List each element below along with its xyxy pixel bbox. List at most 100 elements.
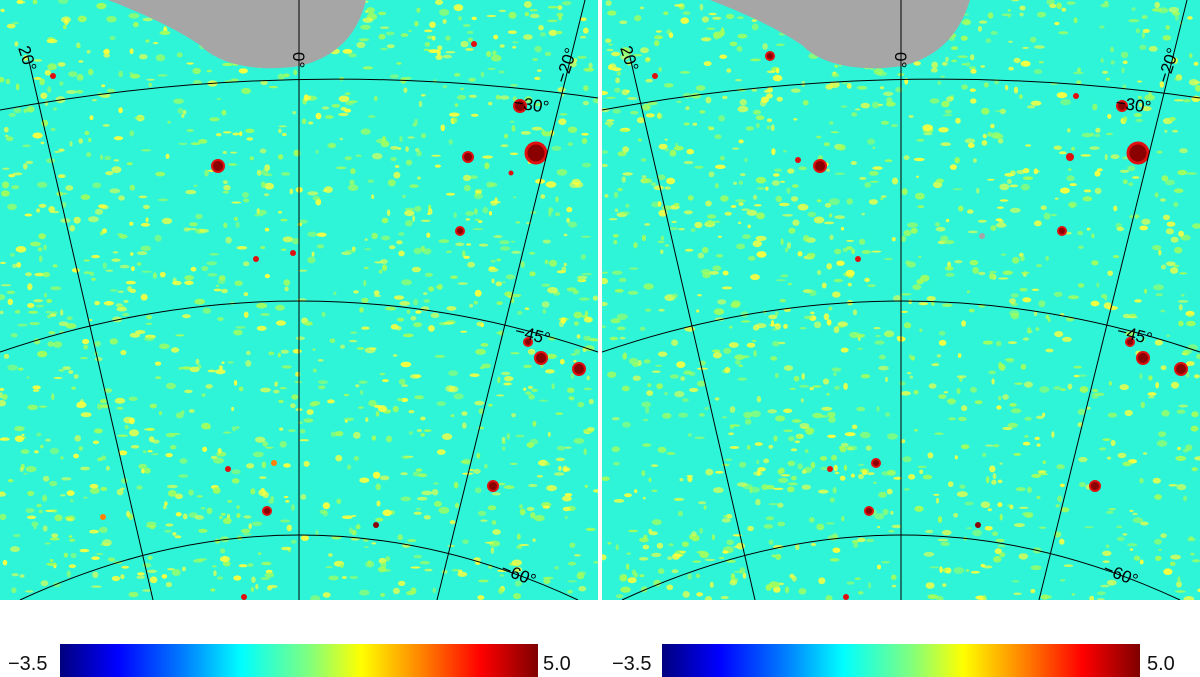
noise-speck [905,260,911,265]
noise-speck [311,401,321,406]
noise-speck [300,535,309,541]
noise-speck [515,221,521,224]
noise-speck [381,235,391,241]
noise-speck [275,304,285,311]
noise-speck [750,410,761,418]
noise-speck [371,194,375,199]
noise-speck [717,235,722,238]
noise-speck [1078,456,1088,463]
noise-speck [787,460,796,467]
noise-speck [960,35,968,41]
noise-speck [6,23,16,29]
noise-speck [678,412,689,418]
noise-speck [879,354,886,360]
noise-speck [578,585,587,592]
noise-speck [529,13,540,19]
noise-speck [899,381,906,386]
noise-speck [687,433,692,437]
noise-speck [136,262,142,266]
noise-speck [473,468,481,474]
noise-speck [854,577,861,580]
noise-speck [348,527,354,534]
noise-speck [280,349,289,354]
noise-speck [571,353,577,356]
noise-speck [363,280,367,287]
noise-speck [546,485,557,492]
noise-speck [968,308,975,313]
noise-speck [410,316,417,321]
noise-speck [528,483,538,488]
noise-speck [783,408,793,413]
noise-speck [103,53,110,58]
noise-speck [561,1,572,6]
noise-speck [998,396,1002,401]
noise-speck [12,21,19,25]
noise-speck [993,444,1000,448]
noise-speck [917,465,927,468]
noise-speck [1169,561,1176,566]
noise-speck [1106,456,1112,460]
noise-speck [348,100,358,103]
noise-speck [791,475,797,481]
noise-speck [279,441,287,448]
noise-speck [1191,467,1198,472]
noise-speck [1066,1,1076,5]
noise-speck [922,124,933,132]
noise-speck [23,163,28,170]
noise-speck [401,279,412,286]
noise-speck [143,428,154,431]
noise-speck [278,128,282,134]
noise-speck [797,251,803,257]
noise-speck [918,302,929,306]
noise-speck [501,441,506,445]
noise-speck [251,576,256,583]
noise-speck [1091,233,1095,239]
noise-speck [477,426,485,430]
noise-speck [205,384,213,389]
noise-speck [941,303,953,308]
noise-speck [163,504,167,510]
noise-speck [397,397,403,402]
noise-speck [1060,507,1070,513]
noise-speck [630,110,639,115]
noise-speck [47,314,52,319]
noise-speck [937,80,942,86]
noise-speck [750,58,761,62]
noise-speck [567,561,577,566]
noise-speck [936,595,944,600]
noise-speck [861,250,871,254]
noise-speck [651,489,658,492]
noise-speck [1175,590,1186,593]
noise-speck [918,255,922,258]
noise-speck [1141,106,1152,112]
noise-speck [48,206,55,213]
noise-speck [435,0,443,6]
noise-speck [415,468,423,472]
noise-speck [1024,381,1033,388]
noise-speck [957,55,968,58]
noise-speck [829,81,840,88]
noise-speck [940,235,949,242]
noise-speck [480,519,488,522]
noise-speck [414,205,422,212]
noise-speck [11,573,19,577]
noise-speck [506,432,511,440]
noise-speck [682,11,691,15]
noise-speck [1173,201,1179,208]
noise-speck [975,595,986,600]
noise-speck [1076,80,1082,85]
noise-speck [434,354,446,358]
noise-speck [982,452,987,457]
noise-speck [128,13,140,19]
noise-speck [736,243,746,250]
noise-speck [473,300,479,305]
noise-speck [840,105,848,108]
noise-speck [40,580,49,587]
noise-speck [729,406,736,413]
noise-speck [851,112,858,117]
noise-speck [433,482,439,485]
noise-speck [147,450,153,453]
noise-speck [627,290,639,295]
masked-region [710,0,970,69]
noise-speck [1108,507,1117,511]
